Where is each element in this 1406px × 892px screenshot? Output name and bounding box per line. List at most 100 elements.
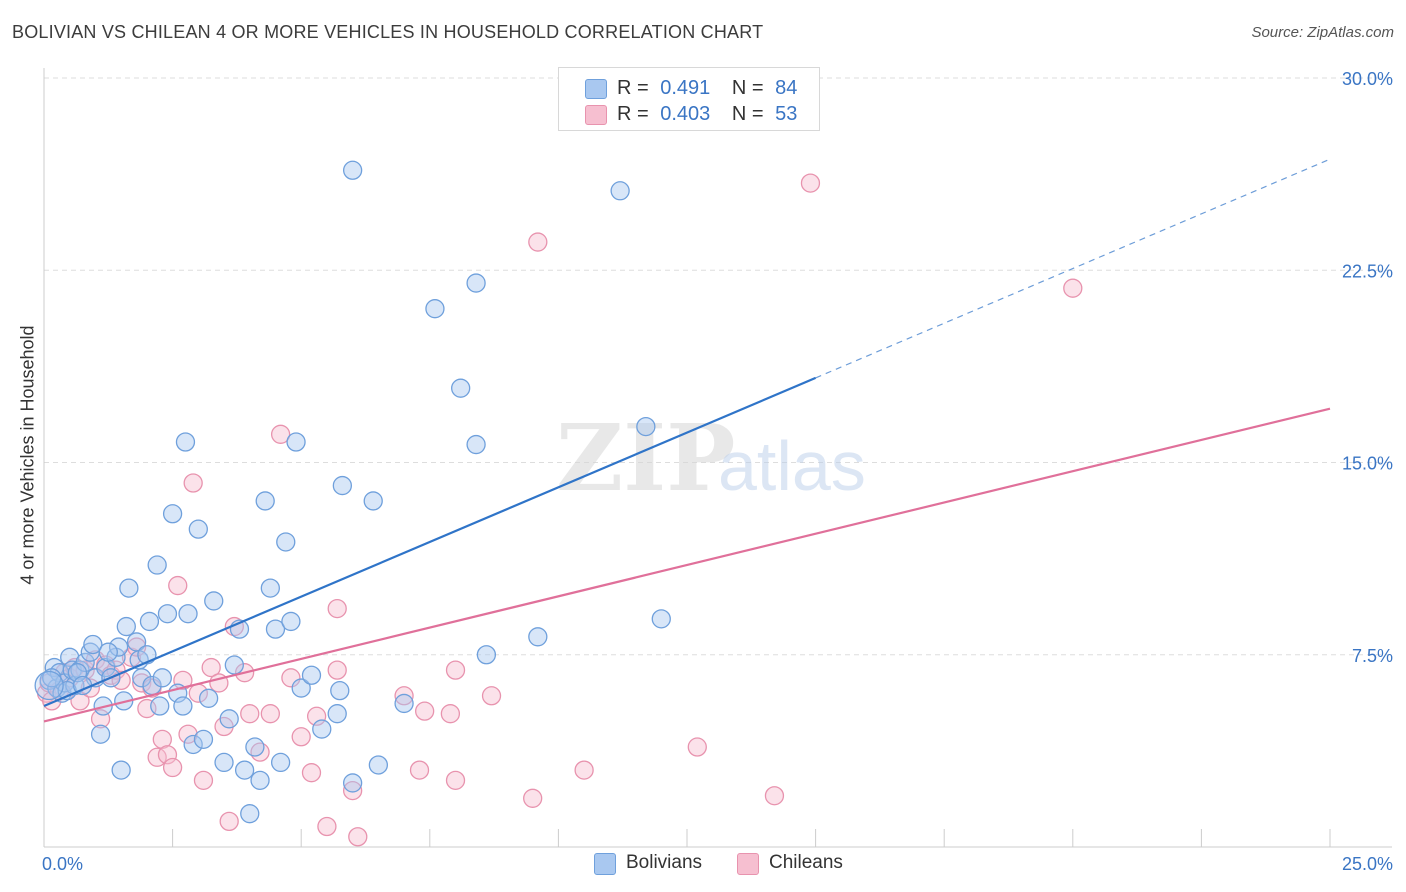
chilean-point [193, 770, 214, 791]
bolivians-legend-label: Bolivians [626, 852, 703, 873]
bolivian-point [214, 752, 234, 773]
bolivian-point [119, 578, 139, 598]
y-tick-label: 15.0% [1342, 454, 1393, 474]
watermark-zip: ZIP [556, 404, 735, 512]
chilean-point [764, 786, 785, 806]
chilean-point [260, 704, 280, 724]
tick-labels: 7.5% 15.0% 22.5% 30.0% 0.0% 25.0% [42, 69, 1393, 874]
bolivian-point [255, 491, 275, 511]
bolivian-point [98, 642, 118, 662]
bolivian-point [83, 634, 103, 655]
bolivian-point [286, 432, 306, 452]
bolivian-point [425, 299, 445, 319]
chilean-point [152, 729, 172, 749]
bolivian-point [147, 555, 167, 575]
bolivian-point [96, 657, 116, 678]
bolivian-point [234, 760, 255, 780]
bolivian-point [173, 696, 193, 716]
chileans-n-value: 53 [775, 103, 798, 125]
bolivian-point [175, 432, 196, 452]
n-label: N = [731, 103, 764, 125]
bolivian-point [137, 645, 157, 665]
bolivian-point [265, 619, 286, 639]
chilean-point [348, 827, 368, 847]
gridlines [44, 77, 1392, 656]
trendlines [43, 158, 1331, 723]
correlation-legend: R = 0.491 N = 84 R = 0.403 N = 53 [558, 67, 820, 131]
bolivian-point [245, 737, 265, 757]
bolivian-point [162, 504, 183, 524]
bolivian-point [332, 475, 353, 496]
chilean-point [168, 575, 188, 596]
chilean-point [445, 660, 466, 680]
chilean-point [162, 757, 183, 778]
bolivian-point [132, 668, 152, 688]
bolivian-point [152, 668, 172, 688]
bolivian-point [250, 770, 270, 791]
bolivian-point [108, 637, 129, 657]
bolivian-point [651, 609, 671, 629]
chilean-point [327, 598, 347, 619]
chilean-point [574, 760, 594, 780]
bolivian-point [342, 160, 363, 180]
bolivians-swatch [585, 79, 607, 99]
chilean-point [327, 660, 347, 680]
series-bolivians [34, 160, 671, 824]
bolivian-point [178, 604, 198, 624]
bolivian-point [363, 491, 383, 511]
bolivian-point [198, 688, 219, 708]
chileans-swatch [585, 105, 607, 125]
bolivian-point [281, 611, 301, 632]
bolivian-point [270, 752, 291, 773]
chilean-point [270, 424, 291, 444]
source-label: Source: ZipAtlas.com [1251, 24, 1394, 41]
bolivian-point [67, 663, 88, 683]
bolivian-point [342, 773, 363, 793]
chart-title: BOLIVIAN VS CHILEAN 4 OR MORE VEHICLES I… [12, 22, 764, 42]
bolivian-point [150, 696, 170, 716]
chilean-point [306, 706, 327, 726]
bolivian-point [276, 532, 296, 552]
n-label: N = [731, 77, 764, 99]
bolivian-point [476, 645, 497, 665]
chilean-point [219, 811, 239, 832]
bolivian-point [330, 680, 350, 701]
chileans-r-value: 0.403 [660, 103, 711, 125]
chilean-point [687, 737, 707, 757]
watermark-atlas: atlas [718, 427, 866, 505]
chilean-point [317, 816, 337, 837]
bolivian-point [301, 665, 322, 685]
bolivian-point [224, 655, 244, 675]
bolivian-point [260, 578, 280, 598]
bolivian-point [636, 416, 656, 437]
bolivian-point [240, 804, 260, 824]
bolivian-point [610, 181, 630, 201]
chilean-point [394, 686, 414, 706]
chilean-point [301, 763, 322, 783]
bolivian-point [466, 273, 486, 293]
chilean-point [409, 760, 430, 780]
bolivian-point [368, 755, 389, 775]
bolivian-point [204, 591, 224, 611]
chilean-point [157, 745, 178, 765]
bolivian-point [451, 378, 471, 398]
chilean-point [183, 473, 203, 493]
chilean-point [528, 232, 548, 252]
y-tick-label: 7.5% [1352, 646, 1393, 666]
bolivian-point [193, 729, 214, 749]
bolivian-point [90, 724, 111, 744]
bolivian-point [139, 611, 160, 632]
chilean-point [121, 647, 142, 667]
chilean-point [291, 727, 311, 747]
x-tick-label: 25.0% [1342, 854, 1393, 874]
chileans-legend-swatch [737, 853, 759, 875]
bolivians-r-value: 0.491 [660, 77, 711, 99]
bolivian-cluster-point [34, 670, 64, 701]
bolivians-trendline [43, 376, 817, 708]
bolivians-n-value: 84 [775, 77, 798, 99]
bolivians-trendline-extension [815, 158, 1331, 379]
y-tick-label: 30.0% [1342, 69, 1393, 89]
bolivian-point [394, 693, 414, 714]
chilean-point [445, 770, 466, 791]
